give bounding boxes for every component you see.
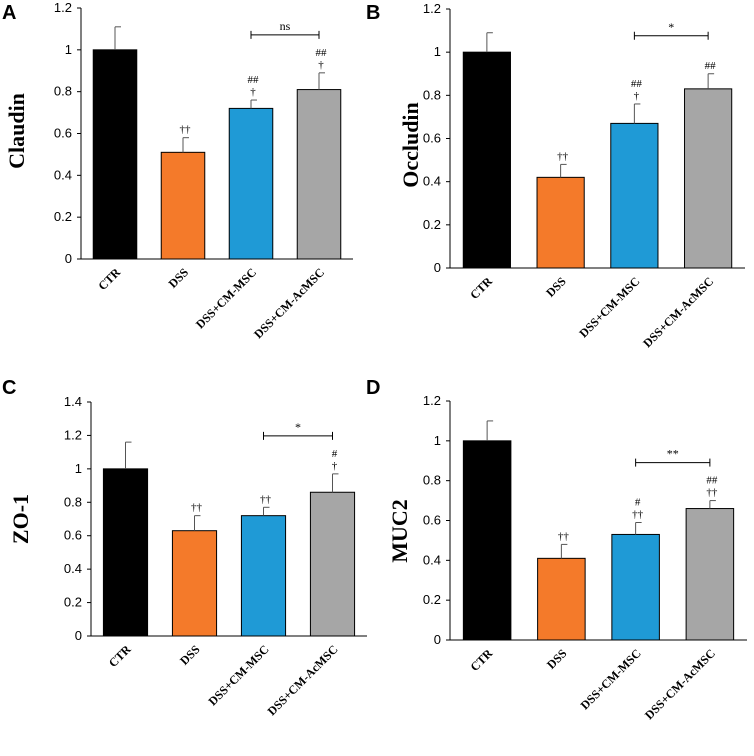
comparison-label: ** (667, 447, 679, 461)
bar-ctr (462, 51, 511, 269)
y-tick-label: 1.2 (423, 1, 441, 16)
y-axis-label: Occludin (398, 102, 423, 188)
significance-marker: † (332, 460, 338, 472)
y-tick-label: 1 (434, 433, 441, 448)
bar-dss-cm-acmsc (309, 491, 356, 637)
y-tick-label: 0.4 (64, 561, 82, 576)
y-axis-label: Claudin (4, 93, 29, 169)
bar-dss (171, 530, 218, 637)
y-tick-label: 0.8 (423, 473, 441, 488)
significance-marker: †† (180, 124, 192, 136)
bar-dss (536, 176, 585, 269)
y-tick-label: 0.8 (64, 494, 82, 509)
y-tick-label: 0.2 (64, 595, 82, 610)
y-tick-label: 0.2 (54, 209, 72, 224)
bar-dss-cm-msc (228, 107, 274, 260)
bar-ctr (462, 440, 512, 641)
y-tick-label: 1 (75, 461, 82, 476)
significance-marker: ## (706, 475, 718, 487)
panel-letter: C (2, 377, 16, 399)
significance-marker: ## (248, 74, 260, 86)
significance-marker: ## (316, 47, 328, 59)
y-axis-label: ZO-1 (8, 494, 33, 544)
comparison-label: ns (280, 19, 291, 33)
panel-letter: D (366, 377, 380, 399)
y-tick-label: 0.8 (54, 84, 72, 99)
x-tick-label: DSS+CM-AcMSC (640, 274, 716, 350)
y-tick-label: 0.8 (423, 87, 441, 102)
y-tick-label: 0 (65, 251, 72, 266)
significance-marker: †† (260, 493, 272, 505)
y-tick-label: 1.4 (64, 394, 82, 409)
x-tick-label: DSS+CM-AcMSC (265, 642, 341, 718)
y-tick-label: 1.2 (64, 427, 82, 442)
y-tick-label: 0.4 (423, 552, 441, 567)
x-tick-label: DSS+CM-MSC (578, 646, 644, 712)
comparison-label: * (668, 20, 674, 34)
panel-letter: B (366, 2, 380, 24)
significance-marker: ## (705, 60, 717, 72)
significance-marker: †† (632, 508, 644, 520)
bar-dss-cm-msc (610, 122, 659, 269)
y-tick-label: 0.6 (54, 126, 72, 141)
significance-marker: †† (706, 487, 718, 499)
bar-ctr (102, 468, 149, 637)
significance-marker: †† (557, 150, 569, 162)
x-tick-label: DSS+CM-AcMSC (251, 265, 327, 341)
bar-dss (537, 557, 586, 641)
significance-marker: # (332, 448, 338, 460)
y-tick-label: 1 (65, 42, 72, 57)
y-tick-label: 0 (434, 632, 441, 647)
x-tick-label: DSS+CM-AcMSC (642, 646, 718, 722)
x-tick-label: CTR (467, 274, 495, 302)
significance-marker: ## (631, 78, 643, 90)
x-tick-label: DSS+CM-MSC (205, 642, 271, 708)
significance-marker: † (250, 86, 256, 98)
x-tick-label: CTR (467, 646, 495, 674)
y-tick-label: 1.2 (54, 0, 72, 15)
y-tick-label: 0.6 (64, 528, 82, 543)
x-tick-label: DSS (544, 646, 570, 672)
y-tick-label: 1 (434, 44, 441, 59)
x-tick-label: DSS+CM-MSC (193, 265, 259, 331)
significance-marker: †† (191, 502, 203, 514)
x-tick-label: DSS (543, 274, 569, 300)
x-tick-label: DSS (166, 265, 192, 291)
significance-marker: † (634, 90, 640, 102)
panel-letter: A (2, 2, 16, 24)
y-tick-label: 0.6 (423, 513, 441, 528)
significance-marker: # (635, 496, 641, 508)
x-tick-label: DSS+CM-MSC (576, 274, 642, 340)
bar-ctr (92, 49, 138, 260)
x-tick-label: CTR (106, 642, 134, 670)
y-axis-label: MUC2 (387, 499, 412, 563)
y-tick-label: 0 (434, 260, 441, 275)
significance-marker: †† (558, 530, 570, 542)
y-tick-label: 0.2 (423, 592, 441, 607)
y-tick-label: 0.2 (423, 217, 441, 232)
bar-dss (160, 151, 206, 260)
bar-dss-cm-msc (611, 533, 660, 641)
bar-dss-cm-acmsc (685, 508, 735, 641)
significance-marker: † (318, 59, 324, 71)
y-tick-label: 0.6 (423, 131, 441, 146)
x-tick-label: CTR (95, 265, 123, 293)
y-tick-label: 0 (75, 628, 82, 643)
y-tick-label: 0.4 (54, 167, 72, 182)
bar-dss-cm-msc (240, 515, 287, 637)
y-tick-label: 1.2 (423, 393, 441, 408)
comparison-label: * (295, 420, 301, 434)
bar-dss-cm-acmsc (684, 88, 733, 269)
x-tick-label: DSS (177, 642, 203, 668)
y-tick-label: 0.4 (423, 174, 441, 189)
bar-dss-cm-acmsc (296, 89, 342, 260)
